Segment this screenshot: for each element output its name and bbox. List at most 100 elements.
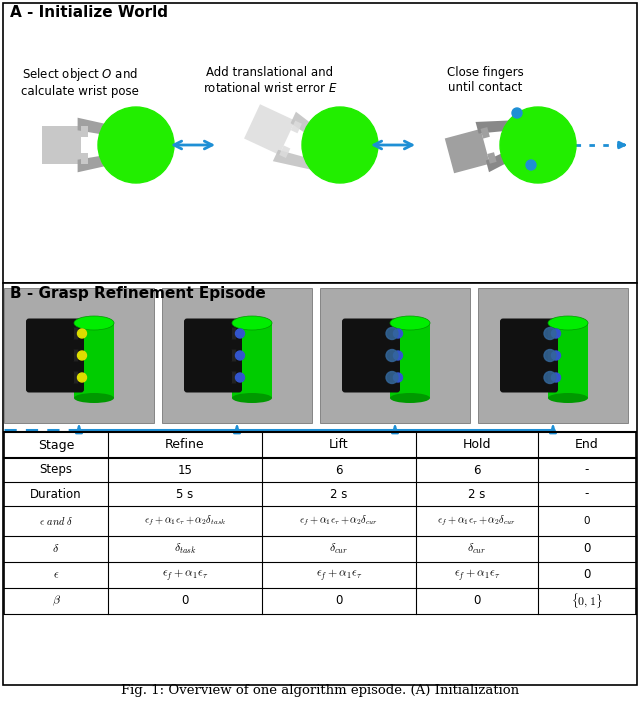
Text: -: - <box>585 488 589 500</box>
Circle shape <box>526 160 536 170</box>
Ellipse shape <box>390 316 430 330</box>
FancyBboxPatch shape <box>231 350 237 362</box>
Text: Stage: Stage <box>38 438 74 451</box>
Text: 5 s: 5 s <box>177 488 194 500</box>
Text: $\epsilon_f + \alpha_1\epsilon_\tau$: $\epsilon_f + \alpha_1\epsilon_\tau$ <box>454 567 500 583</box>
Text: 0: 0 <box>181 594 189 608</box>
Text: $\epsilon$: $\epsilon$ <box>52 568 60 581</box>
Ellipse shape <box>74 393 114 403</box>
Circle shape <box>544 350 556 362</box>
FancyBboxPatch shape <box>547 372 553 383</box>
Circle shape <box>236 351 244 360</box>
Bar <box>548 323 588 398</box>
Text: Close fingers
until contact: Close fingers until contact <box>447 66 524 94</box>
FancyBboxPatch shape <box>26 318 84 393</box>
Text: Hold: Hold <box>463 438 492 451</box>
Text: $\delta_{cur}$: $\delta_{cur}$ <box>467 542 486 556</box>
Bar <box>4 288 154 423</box>
Circle shape <box>512 108 522 118</box>
Circle shape <box>544 372 556 383</box>
FancyBboxPatch shape <box>73 350 79 362</box>
Ellipse shape <box>390 393 430 403</box>
Circle shape <box>394 329 403 338</box>
Ellipse shape <box>74 316 114 330</box>
Text: 6: 6 <box>473 463 481 476</box>
Polygon shape <box>476 120 515 134</box>
Polygon shape <box>244 104 295 155</box>
Circle shape <box>77 351 86 360</box>
Bar <box>478 288 628 423</box>
Circle shape <box>386 350 398 362</box>
Circle shape <box>552 351 561 360</box>
Polygon shape <box>486 145 522 172</box>
Polygon shape <box>279 145 291 158</box>
Circle shape <box>302 107 378 183</box>
Circle shape <box>544 327 556 340</box>
Text: Steps: Steps <box>40 463 72 476</box>
Ellipse shape <box>232 316 272 330</box>
FancyBboxPatch shape <box>389 327 395 340</box>
Text: $\delta$: $\delta$ <box>52 543 60 556</box>
FancyBboxPatch shape <box>231 372 237 383</box>
Circle shape <box>386 372 398 383</box>
Text: -: - <box>585 463 589 476</box>
Text: B - Grasp Refinement Episode: B - Grasp Refinement Episode <box>10 286 266 301</box>
Bar <box>232 323 272 398</box>
Polygon shape <box>77 154 115 172</box>
Text: 15: 15 <box>177 463 193 476</box>
Circle shape <box>552 329 561 338</box>
Text: 0: 0 <box>583 543 591 556</box>
FancyBboxPatch shape <box>547 327 553 340</box>
FancyBboxPatch shape <box>389 372 395 383</box>
Text: 0: 0 <box>583 568 591 581</box>
FancyBboxPatch shape <box>73 372 79 383</box>
Ellipse shape <box>548 393 588 403</box>
FancyBboxPatch shape <box>184 318 242 393</box>
Text: $\delta_{task}$: $\delta_{task}$ <box>173 542 196 556</box>
Text: $\{0,1\}$: $\{0,1\}$ <box>572 592 603 610</box>
Circle shape <box>77 373 86 382</box>
Circle shape <box>77 329 86 338</box>
Text: $\epsilon_f + \alpha_1\epsilon_\tau$: $\epsilon_f + \alpha_1\epsilon_\tau$ <box>316 567 362 583</box>
Bar <box>390 323 430 398</box>
Bar <box>74 323 114 398</box>
FancyBboxPatch shape <box>73 327 79 340</box>
FancyBboxPatch shape <box>342 318 400 393</box>
Text: Fig. 1: Overview of one algorithm episode. (A) Initialization: Fig. 1: Overview of one algorithm episod… <box>121 684 519 697</box>
Text: $\epsilon_f + \alpha_1\epsilon_\tau + \alpha_2\delta_{task}$: $\epsilon_f + \alpha_1\epsilon_\tau + \a… <box>144 514 226 528</box>
Text: End: End <box>575 438 599 451</box>
Text: $\delta_{cur}$: $\delta_{cur}$ <box>330 542 349 556</box>
Circle shape <box>394 351 403 360</box>
FancyBboxPatch shape <box>389 350 395 362</box>
FancyBboxPatch shape <box>231 327 237 340</box>
Ellipse shape <box>548 316 588 330</box>
Circle shape <box>386 327 398 340</box>
Circle shape <box>236 373 244 382</box>
Polygon shape <box>481 127 490 139</box>
Polygon shape <box>445 129 490 173</box>
Text: $\epsilon_f + \alpha_1\epsilon_\tau$: $\epsilon_f + \alpha_1\epsilon_\tau$ <box>162 567 208 583</box>
Circle shape <box>394 373 403 382</box>
Text: 6: 6 <box>335 463 343 476</box>
Polygon shape <box>81 126 88 137</box>
Bar <box>162 288 312 423</box>
Text: Duration: Duration <box>30 488 82 500</box>
Polygon shape <box>77 118 115 137</box>
Text: 0: 0 <box>335 594 342 608</box>
Circle shape <box>236 329 244 338</box>
Polygon shape <box>81 154 88 164</box>
Text: $\epsilon_f + \alpha_1\epsilon_\tau + \alpha_2\delta_{cur}$: $\epsilon_f + \alpha_1\epsilon_\tau + \a… <box>300 514 378 528</box>
Text: Refine: Refine <box>165 438 205 451</box>
Bar <box>3 283 637 685</box>
Ellipse shape <box>232 393 272 403</box>
Text: Add translational and
rotational wrist error $E$: Add translational and rotational wrist e… <box>203 66 337 95</box>
Text: 0: 0 <box>584 516 590 526</box>
Text: A - Initialize World: A - Initialize World <box>10 5 168 20</box>
Circle shape <box>98 107 174 183</box>
Bar <box>320 288 470 423</box>
Text: 0: 0 <box>474 594 481 608</box>
Polygon shape <box>42 126 81 164</box>
Text: Lift: Lift <box>329 438 349 451</box>
Circle shape <box>552 373 561 382</box>
FancyBboxPatch shape <box>500 318 558 393</box>
